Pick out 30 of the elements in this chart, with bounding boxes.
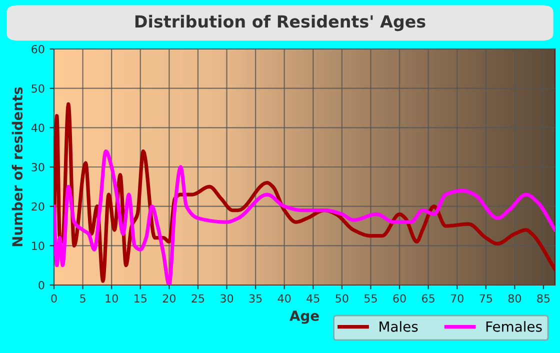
x-tick-label: 35	[249, 294, 262, 303]
x-tick-label: 55	[364, 294, 377, 303]
x-tick-label: 85	[537, 294, 550, 303]
x-tick-label: 50	[336, 294, 348, 303]
legend-label: Females	[486, 321, 542, 332]
y-tick-label: 20	[32, 202, 44, 211]
x-tick-label: 25	[192, 294, 204, 303]
y-axis-title: Number of residents	[12, 87, 23, 246]
x-tick-label: 65	[422, 294, 434, 303]
y-tick-label: 0	[38, 280, 44, 290]
x-tick-label: 60	[393, 294, 406, 303]
y-tick-label: 50	[32, 84, 44, 93]
y-tick-label: 60	[32, 44, 44, 54]
legend-label: Males	[380, 321, 418, 332]
y-tick-label: 10	[32, 242, 44, 250]
x-tick-label: 75	[480, 294, 492, 303]
chart-title: Distribution of Residents' Ages	[135, 14, 426, 32]
x-tick-label: 20	[162, 294, 176, 303]
x-tick-label: 30	[220, 294, 234, 303]
x-tick-label: 45	[306, 294, 320, 303]
x-tick-label: 80	[508, 294, 522, 303]
x-tick-label: 70	[450, 294, 464, 303]
x-tick-label: 15	[134, 294, 146, 303]
x-tick-label: 0	[51, 294, 57, 303]
x-tick-label: 10	[106, 294, 118, 303]
y-tick-label: 40	[31, 124, 44, 132]
x-tick-label: 5	[80, 294, 86, 303]
x-tick-label: 40	[278, 294, 291, 303]
x-axis-title: Age	[290, 310, 319, 324]
y-tick-label: 30	[32, 162, 44, 172]
